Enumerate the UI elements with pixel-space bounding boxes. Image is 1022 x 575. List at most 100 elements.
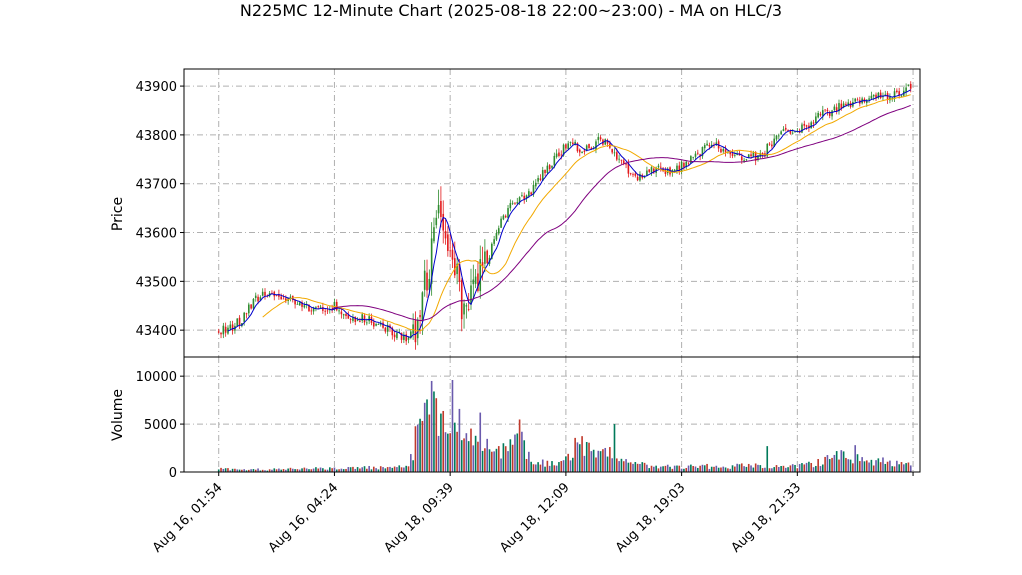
candle-body [868, 98, 870, 100]
volume-bar [514, 434, 516, 472]
candle-body [611, 149, 613, 153]
volume-bar [585, 442, 588, 472]
candle-body [220, 332, 222, 335]
candle-body [907, 84, 910, 87]
candle-body [690, 156, 692, 164]
candle-body [817, 112, 819, 118]
volume-bar [606, 456, 609, 472]
candle-body [583, 150, 586, 152]
candle-body [872, 94, 875, 97]
volume-bar [655, 465, 657, 472]
volume-bar [296, 469, 299, 472]
volume-bar [604, 447, 607, 472]
candle-body [768, 143, 771, 145]
candle-body [784, 127, 787, 130]
volume-bar [398, 465, 401, 472]
volume-bar [352, 466, 354, 472]
volume-bar [750, 465, 752, 472]
candle-body [757, 155, 759, 161]
candle-body [824, 109, 826, 111]
volume-bar [231, 468, 234, 472]
volume-bar [472, 445, 475, 472]
volume-bar [854, 445, 857, 472]
candle-body [639, 173, 641, 181]
candle-body [352, 317, 354, 321]
volume-bar [620, 458, 623, 472]
volume-bar [868, 462, 870, 472]
volume-bar [768, 468, 771, 472]
candle-body [340, 311, 343, 315]
volume-bar [264, 470, 266, 472]
candle-body [449, 250, 451, 252]
volume-bar [463, 438, 465, 472]
volume-bar [734, 466, 736, 472]
volume-bar [234, 468, 236, 472]
candle-body [801, 124, 803, 133]
candle-body [514, 202, 516, 204]
volume-bar [562, 460, 565, 472]
ma-line-20 [262, 94, 911, 332]
candle-body [553, 155, 556, 166]
volume-bar [849, 459, 852, 472]
volume-bar [701, 464, 704, 472]
volume-panel: 0 5000 10000 [136, 356, 921, 481]
candle-body [699, 154, 701, 157]
volume-bar [803, 464, 806, 472]
candle-body [335, 301, 338, 311]
candle-body [484, 251, 486, 264]
candle-body [572, 142, 574, 145]
volume-bar [713, 466, 715, 472]
candle-body [289, 296, 292, 298]
volume-bar [372, 466, 375, 472]
candle-body [391, 327, 394, 336]
candle-body [791, 132, 794, 134]
x-tick-label: Aug 18, 21:33 [729, 480, 805, 556]
candle-body [349, 319, 352, 320]
candle-body [280, 296, 283, 300]
volume-bar [590, 451, 593, 472]
volume-bar [569, 460, 572, 472]
candle-body [838, 103, 840, 112]
volume-bar [613, 424, 616, 472]
candle-body [423, 270, 426, 290]
volume-bar [636, 463, 639, 472]
volume-bar [815, 465, 817, 472]
volume-bar [509, 439, 512, 472]
candle-body [879, 92, 882, 98]
volume-bar [690, 464, 692, 472]
volume-bar [710, 466, 713, 472]
volume-bar [831, 457, 833, 472]
volume-bar [775, 465, 778, 472]
candle-body [460, 280, 463, 320]
candle-body [481, 262, 484, 267]
candle-body [597, 137, 600, 141]
candle-body [782, 129, 785, 132]
candle-body [396, 332, 398, 339]
volume-bar [664, 465, 667, 472]
volume-bar [366, 468, 368, 472]
candle-body [578, 149, 581, 153]
volume-bar [622, 461, 625, 472]
volume-bar [271, 469, 273, 472]
price-panel: 43400 43500 43600 43700 43800 43900 [136, 68, 921, 358]
candle-body [523, 195, 526, 200]
volume-bar [312, 468, 315, 472]
candle-body [565, 144, 567, 149]
candle-body [752, 152, 755, 157]
volume-bar [460, 440, 463, 472]
candle-body [562, 144, 565, 156]
volume-bar [715, 465, 718, 472]
volume-bar [595, 457, 597, 472]
volume-bar [303, 467, 306, 472]
candle-body [745, 159, 748, 161]
volume-bar [764, 467, 766, 472]
volume-bar [778, 467, 780, 472]
volume-bar [257, 468, 259, 472]
candle-body [759, 152, 762, 157]
volume-bar [722, 466, 725, 472]
volume-bar [287, 468, 289, 472]
volume-bar [872, 465, 875, 472]
volume-bar [592, 449, 595, 472]
volume-bar [810, 462, 813, 472]
candle-body [778, 135, 780, 137]
